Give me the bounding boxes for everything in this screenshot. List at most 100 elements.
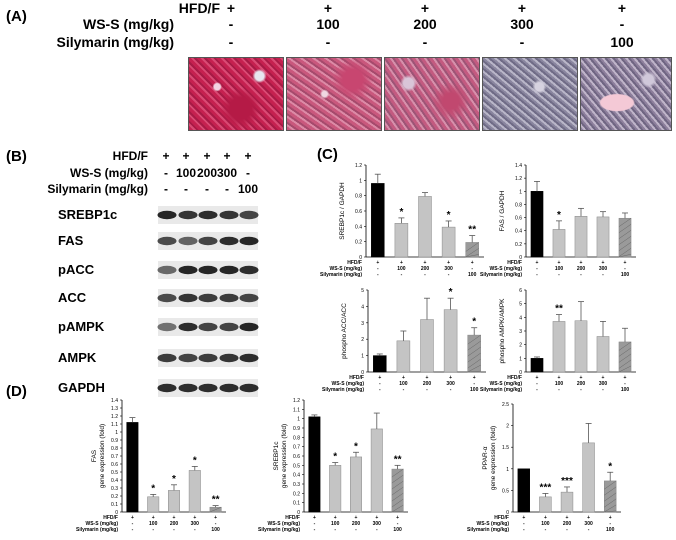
- table-cell: -: [194, 527, 196, 533]
- table-cell: +: [214, 515, 217, 521]
- chart-3: 0 1 2 3 4 5 6 phospho AMPK/AMPK ** HFD/F + + + + + WS-S…: [480, 288, 636, 393]
- bar: [391, 468, 404, 513]
- treatment-cell: -: [619, 16, 625, 32]
- table-cell: -: [448, 272, 450, 278]
- treatment-cell: -: [225, 182, 229, 196]
- table-cell: -: [355, 527, 357, 533]
- bar: [371, 183, 385, 258]
- y-tick-label: 1: [519, 189, 522, 195]
- table-row-label: Silymarin (mg/kg): [322, 387, 364, 393]
- table-cell: -: [401, 272, 403, 278]
- bar-hatch: [618, 236, 632, 245]
- table-cell: -: [558, 387, 560, 393]
- table-cell: 100: [621, 272, 630, 278]
- treatment-cell: 200: [413, 16, 437, 32]
- treatment-cell: -: [246, 166, 250, 180]
- silymarin-label: Silymarin (mg/kg): [56, 34, 174, 50]
- significance-marker: *: [449, 287, 453, 298]
- table-cell: -: [558, 272, 560, 278]
- table-cell: 100: [331, 521, 340, 527]
- y-tick-label: 2: [519, 343, 522, 349]
- y-tick-label: 1.2: [111, 414, 118, 420]
- blot-band: [178, 210, 198, 220]
- table-cell: 100: [211, 527, 220, 533]
- table-cell: +: [375, 515, 378, 521]
- table-cell: 100: [606, 527, 615, 533]
- table-cell: +: [355, 515, 358, 521]
- table-cell: 300: [599, 381, 608, 387]
- bar-hatch: [465, 254, 479, 258]
- treatment-cell: -: [184, 182, 188, 196]
- blot-band: [239, 322, 259, 332]
- chart-5: 0 0.1 0.2 0.3 0.4 0.5 0.6 0.7 0.8 0.9 1 1.1 1.2 SREBP…: [258, 398, 408, 533]
- table-cell: 300: [584, 521, 593, 527]
- bar-hatch: [391, 510, 404, 513]
- treatment-cell: -: [205, 182, 209, 196]
- table-cell: +: [376, 260, 379, 266]
- table-cell: +: [580, 375, 583, 381]
- blot-label: pACC: [58, 262, 95, 277]
- bar-hatch: [618, 242, 632, 251]
- table-cell: +: [536, 260, 539, 266]
- histology-image-ws-100: [286, 57, 382, 131]
- table-row-label: HFD/F: [347, 260, 362, 266]
- bar: [574, 216, 588, 258]
- table-row-label: WS-S (mg/kg): [477, 521, 510, 527]
- table-cell: +: [152, 515, 155, 521]
- bar: [396, 340, 411, 373]
- y-tick-label: 0.3: [293, 482, 300, 488]
- y-tick-label: 0.9: [111, 438, 118, 444]
- table-cell: 300: [599, 266, 608, 272]
- table-row-label: HFD/F: [103, 515, 118, 521]
- table-cell: 100: [555, 381, 564, 387]
- blot-band: [157, 236, 177, 246]
- treatment-cell: 300: [216, 166, 238, 180]
- y-tick-label: 0.2: [355, 240, 362, 246]
- table-cell: -: [450, 387, 452, 393]
- bar: [443, 309, 458, 373]
- table-cell: 100: [621, 387, 630, 393]
- table-cell: +: [558, 260, 561, 266]
- y-axis-label: gene expression (fold): [490, 426, 497, 490]
- table-cell: 200: [563, 521, 572, 527]
- table-cell: -: [523, 521, 525, 527]
- treatment-cell: 100: [316, 16, 340, 32]
- blot-band: [178, 322, 198, 332]
- table-cell: +: [449, 375, 452, 381]
- bar-hatch: [467, 364, 481, 373]
- y-tick-label: 0.5: [111, 470, 118, 476]
- treatment-cell: -: [325, 34, 331, 50]
- bar: [308, 416, 321, 513]
- y-tick-label: 1: [359, 178, 362, 184]
- y-axis-label: gene expression (fold): [99, 424, 106, 488]
- histology-image-silymarin: [580, 57, 672, 131]
- bar-hatch: [467, 358, 481, 369]
- bar-hatch: [391, 492, 404, 502]
- ws-s-label: WS-S (mg/kg): [83, 16, 174, 32]
- table-cell: -: [580, 272, 582, 278]
- treatment-cell: -: [228, 34, 234, 50]
- y-tick-label: 0.7: [293, 445, 300, 451]
- table-cell: +: [624, 260, 627, 266]
- treatment-cell: -: [164, 182, 168, 196]
- table-cell: +: [447, 260, 450, 266]
- table-cell: 200: [577, 266, 586, 272]
- y-axis-label: SREBP1c: [273, 441, 280, 471]
- bar: [539, 496, 552, 513]
- y-axis-label: PPAR-α: [482, 446, 489, 469]
- table-cell: +: [624, 375, 627, 381]
- table-row-label: Silymarin (mg/kg): [320, 272, 362, 278]
- y-tick-label: 6: [519, 288, 522, 294]
- significance-marker: *: [399, 207, 403, 218]
- y-tick-label: 0.7: [111, 454, 118, 460]
- y-axis-label: phospho ACC/ACC: [341, 303, 348, 359]
- treatment-cell: +: [420, 0, 430, 16]
- y-tick-label: 0.5: [502, 488, 509, 494]
- table-cell: 200: [352, 521, 361, 527]
- table-row-label: HFD/F: [507, 375, 522, 381]
- significance-marker: *: [333, 452, 337, 463]
- chart-4: 0 0.1 0.2 0.3 0.4 0.5 0.6 0.7 0.8 0.9 1 1.1 1.2 1.3 1.…: [76, 398, 226, 533]
- table-cell: -: [334, 527, 336, 533]
- bar-hatch: [618, 230, 632, 239]
- bar-hatch: [618, 365, 632, 373]
